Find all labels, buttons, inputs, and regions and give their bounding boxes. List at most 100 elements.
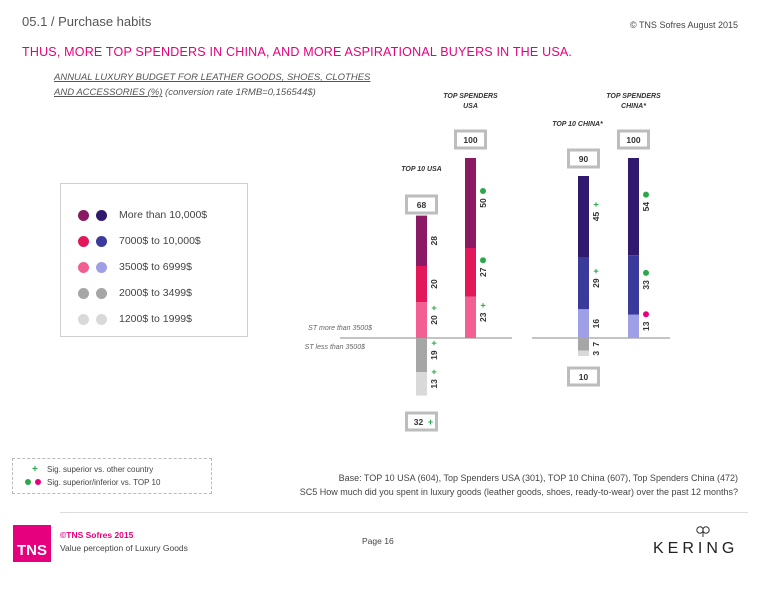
total-below-value: 32 [414,417,424,427]
subtitle-line2: AND ACCESSORIES (%) [54,87,163,98]
legend: More than 10,000$ 7000$ to 10,000$ 3500$… [60,183,248,337]
key-row-country: + Sig. superior vs. other country [25,464,153,475]
chart-subtitle: ANNUAL LUXURY BUDGET FOR LEATHER GOODS, … [54,70,370,100]
plus-icon: + [32,464,38,475]
question-note: SC5 How much did you spent in luxury goo… [299,487,738,497]
segment-value-label: 13 [429,379,439,389]
segment-value-label: 23 [478,312,488,322]
legend-label: More than 10,000$ [119,209,208,221]
total-above-value: 90 [579,154,589,164]
sig-plus-marker: + [591,202,601,207]
segment-value-label: 33 [641,280,651,290]
sig-plus-marker: + [478,303,488,308]
bar-segment [416,338,427,373]
legend-usa-swatch [78,235,89,247]
bar-segment [578,350,589,356]
segment-value-label: 54 [641,202,651,212]
group-label: USA [463,103,478,110]
legend-item: 1200$ to 1999$ [78,312,192,326]
segment-value-label: 20 [429,315,439,325]
budget-chart: ST more than 3500$ ST less than 3500$ TOP … [305,93,670,432]
bar-segment [578,338,589,351]
group-label: TOP 10 USA [401,166,441,173]
segment-value-label: 50 [478,198,488,208]
segment-value-label: 45 [591,212,601,222]
bar-segment [578,309,589,338]
key-label: Sig. superior vs. other country [47,465,154,474]
legend-item: 2000$ to 3499$ [78,286,192,300]
legend-usa-swatch [78,287,89,299]
footer-divider [60,512,748,513]
segment-value-label: 27 [478,267,488,277]
sig-plus-marker: + [428,417,433,427]
legend-label: 2000$ to 3499$ [119,287,192,299]
legend-china-swatch [96,287,107,299]
legend-china-swatch [96,313,107,325]
bar-segment [416,215,427,266]
segment-value-label: 16 [591,319,601,329]
total-below-value: 10 [579,372,589,382]
headline: THUS, MORE TOP SPENDERS IN CHINA, AND MO… [22,45,573,59]
bar-segment [628,314,639,338]
legend-china-swatch [96,235,107,247]
segment-value-label: 13 [641,321,651,331]
bar-segment [578,257,589,310]
bar-segment [628,158,639,256]
total-below-box [405,411,438,432]
segment-value-label: 19 [429,350,439,360]
subtitle-line1: ANNUAL LUXURY BUDGET FOR LEATHER GOODS, … [54,72,371,83]
sig-green-dot [480,257,486,264]
page-number: Page 16 [362,536,394,546]
bar-segment [416,266,427,302]
sig-plus-marker: + [429,340,439,345]
total-above-value: 100 [463,135,477,145]
bar-segment [465,296,476,338]
bar-segment [465,248,476,297]
total-below-box [567,366,600,387]
legend-item: 3500$ to 6999$ [78,260,192,274]
legend-china-swatch [96,209,107,221]
legend-china-swatch [96,261,107,273]
above-threshold-label: ST more than 3500$ [308,325,372,332]
sig-green-dot [643,191,649,198]
group-label: CHINA* [621,103,646,110]
key-label: Sig. superior/inferior vs. TOP 10 [47,478,161,487]
legend-usa-swatch [78,313,89,325]
segment-value-label: 29 [591,278,601,288]
legend-item: 7000$ to 10,000$ [78,234,201,248]
total-above-box [454,129,487,150]
key-row-top10: Sig. superior/inferior vs. TOP 10 [25,478,160,487]
footer-description: Value perception of Luxury Goods [60,543,188,553]
group-label: TOP SPENDERS [443,93,498,100]
bar-segment [416,302,427,338]
base-note: Base: TOP 10 USA (604), Top Spenders USA… [338,473,738,483]
segment-value-label: 28 [429,236,439,246]
tns-logo: TNS [13,525,51,562]
section-title: 05.1 / Purchase habits [22,14,152,29]
sig-plus-marker: + [429,369,439,374]
sig-plus-marker: + [591,268,601,273]
significance-key: + Sig. superior vs. other country Sig. s… [12,458,212,494]
legend-label: 1200$ to 1999$ [119,313,192,325]
green-dot-icon [25,479,31,485]
kering-owl-icon [696,526,710,537]
group-label: TOP SPENDERS [606,93,661,100]
pink-dot-icon [35,479,41,485]
segment-value-label: 20 [429,279,439,289]
legend-label: 3500$ to 6999$ [119,261,192,273]
segment-value-label: 7 [591,342,601,347]
group-label: TOP 10 CHINA* [552,121,603,128]
bar-segment [465,158,476,248]
total-above-value: 68 [417,200,427,210]
total-above-box [405,194,438,215]
legend-item: More than 10,000$ [78,208,207,222]
top-copyright: © TNS Sofres August 2015 [629,20,738,30]
total-above-box [617,129,650,150]
subtitle-conversion: (conversion rate 1RMB=0,156544$) [162,87,316,98]
bar-segment [628,255,639,315]
sig-green-dot [643,269,649,276]
bar-segment [578,176,589,257]
bar-segment [416,372,427,396]
below-threshold-label: ST less than 3500$ [305,344,365,351]
total-above-value: 100 [626,135,640,145]
